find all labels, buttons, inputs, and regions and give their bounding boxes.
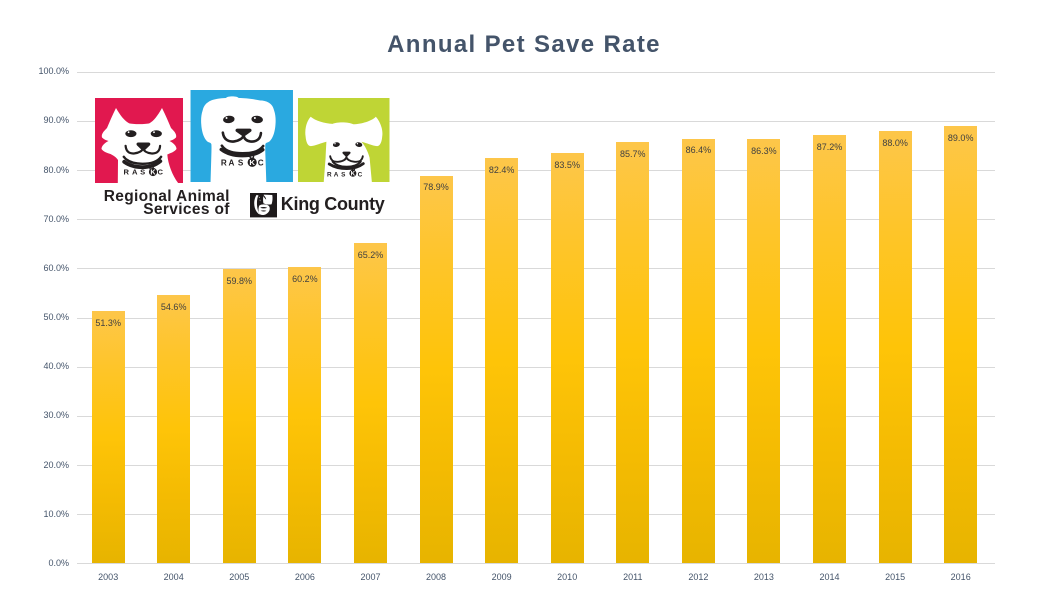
svg-text:C: C [258, 158, 264, 167]
svg-text:K: K [250, 158, 256, 167]
svg-text:R: R [221, 158, 227, 167]
svg-text:K: K [150, 168, 156, 177]
svg-text:S: S [238, 158, 244, 167]
svg-text:A: A [132, 168, 138, 177]
svg-text:K: K [351, 171, 356, 178]
svg-text:R: R [327, 172, 332, 179]
svg-text:C: C [157, 168, 163, 177]
svg-text:A: A [334, 172, 339, 179]
svg-text:C: C [358, 172, 363, 179]
svg-text:S: S [140, 168, 145, 177]
svg-text:R: R [123, 168, 129, 177]
svg-text:S: S [342, 172, 347, 179]
svg-text:A: A [229, 158, 235, 167]
